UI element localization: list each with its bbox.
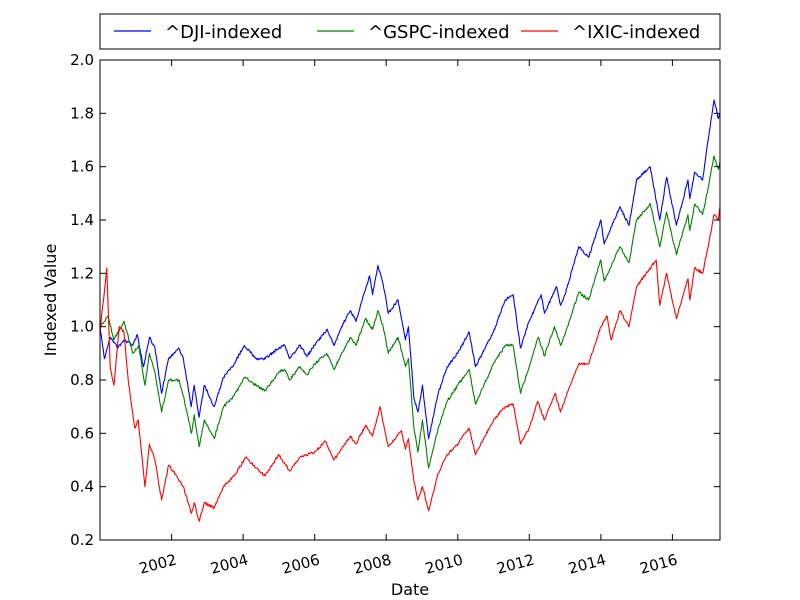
y-tick-label: 2.0	[70, 51, 94, 69]
legend-frame	[99, 13, 721, 50]
legend-label: ^GSPC-indexed	[368, 22, 510, 43]
legend: ^DJI-indexed ^GSPC-indexed ^IXIC-indexed	[99, 13, 721, 50]
y-tick-label: 0.8	[70, 371, 94, 389]
plot-lines	[99, 99, 721, 522]
plot-frame	[99, 59, 721, 541]
series-line-0	[99, 99, 721, 440]
y-tick-label: 0.2	[70, 531, 94, 549]
y-tick-label: 1.2	[70, 264, 94, 282]
series-line-1	[99, 155, 721, 469]
y-tick-label: 0.4	[70, 478, 94, 496]
x-axis-label: Date	[391, 580, 429, 599]
legend-label: ^DJI-indexed	[165, 22, 282, 43]
y-axis-label: Indexed Value	[41, 244, 60, 357]
series-line-2	[99, 206, 721, 522]
y-tick-label: 1.6	[70, 158, 94, 176]
y-tick-label: 0.6	[70, 424, 94, 442]
y-tick-label: 1.0	[70, 318, 94, 336]
y-tick-label: 1.8	[70, 104, 94, 122]
y-axis: 0.2 0.4 0.6 0.8 1.0 1.2 1.4 1.6 1.8 2.0	[70, 51, 720, 549]
legend-label: ^IXIC-indexed	[572, 22, 700, 43]
y-tick-label: 1.4	[70, 211, 94, 229]
